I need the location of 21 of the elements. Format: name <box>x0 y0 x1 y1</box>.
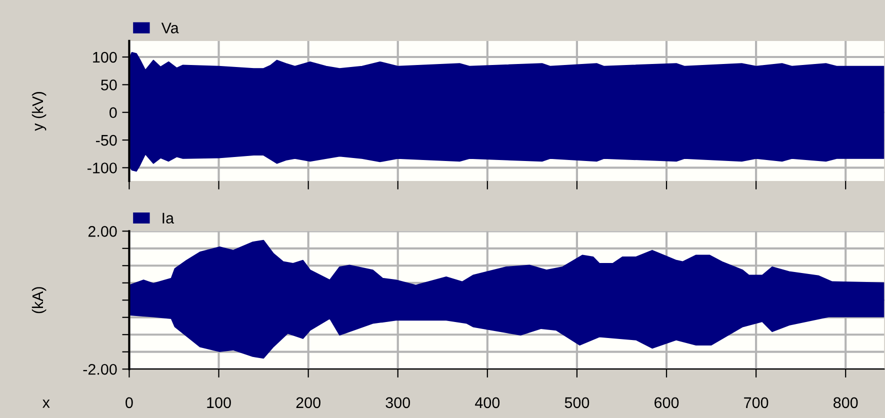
legend-label: Ia <box>162 212 174 224</box>
x-tick-label: 700 <box>744 397 768 408</box>
y-tick-label: 2.00 <box>88 226 117 237</box>
x-tick-label: 500 <box>564 397 590 408</box>
y-tick-label: 0 <box>110 107 117 118</box>
x-tick-label: 400 <box>475 397 500 408</box>
y-tick-label: 50 <box>101 80 117 90</box>
x-tick-label: 100 <box>207 397 231 408</box>
x-tick-label: 200 <box>296 397 320 408</box>
y-axis-title: y (kV) <box>32 92 46 131</box>
x-tick-label: 0 <box>126 397 133 408</box>
x-axis-title: x <box>42 400 50 408</box>
x-tick-label: 800 <box>834 397 858 408</box>
y-tick-label: -100 <box>88 162 117 174</box>
y-axis-title: (kA) <box>32 287 46 314</box>
y-tick-label: -2.00 <box>83 364 117 375</box>
legend-label: Va <box>161 22 179 34</box>
y-tick-label: -50 <box>96 134 117 146</box>
x-tick-label: 300 <box>386 397 410 408</box>
x-tick-label: 600 <box>654 397 679 408</box>
y-tick-label: 100 <box>93 52 117 63</box>
